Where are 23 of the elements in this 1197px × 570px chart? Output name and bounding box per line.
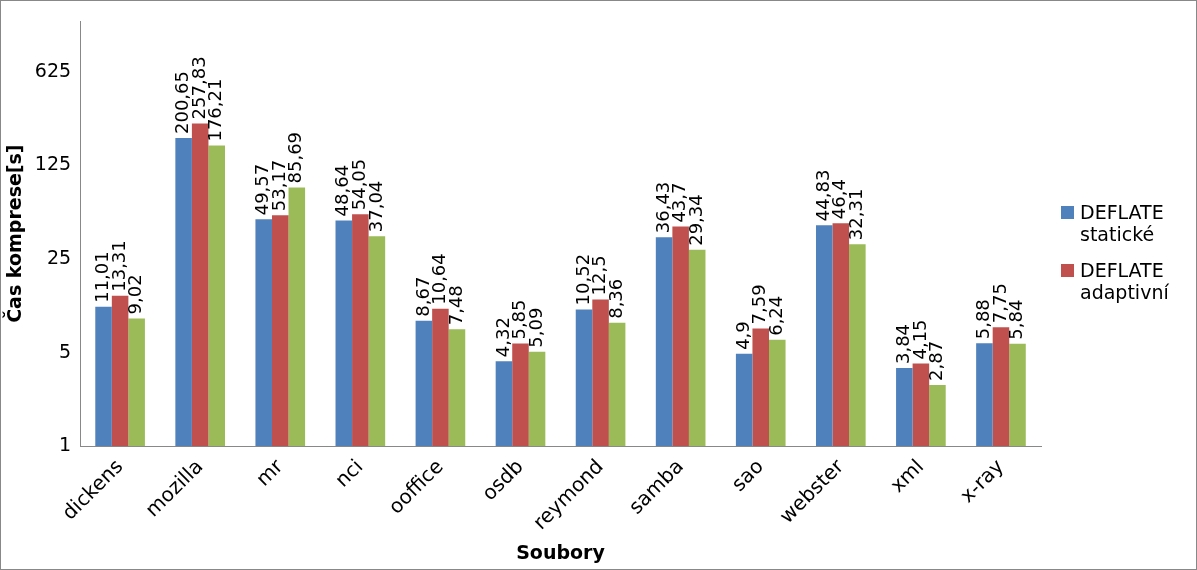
legend-label: DEFLATE statické (1080, 201, 1165, 245)
data-label: 85,69 (284, 131, 306, 184)
data-label: 8,36 (604, 278, 626, 319)
data-label: 7,48 (444, 285, 466, 326)
y-tick-label: 1 (58, 433, 72, 456)
x-axis-title: Soubory (516, 540, 606, 563)
data-label: 48,64 (331, 164, 353, 217)
data-label: 10,52 (571, 253, 593, 306)
y-tick-label: 125 (34, 152, 72, 175)
data-label: 9,02 (124, 274, 146, 315)
x-tick-label: mr (250, 453, 289, 491)
data-label: 36,43 (651, 181, 673, 234)
data-label: 8,67 (411, 276, 433, 317)
y-tick-label: 625 (34, 58, 72, 81)
y-axis-title: Čas komprese[s] (2, 144, 26, 323)
data-label: 44,83 (811, 169, 833, 222)
y-tick-label: 5 (58, 339, 72, 362)
data-label: 4,32 (491, 317, 513, 358)
y-tick-label: 25 (46, 246, 72, 269)
legend-label: DEFLATE adaptivní (1080, 259, 1170, 303)
data-label: 4,9 (731, 321, 753, 350)
x-tick-label: nci (329, 454, 368, 492)
x-tick-label: sao (726, 454, 768, 496)
